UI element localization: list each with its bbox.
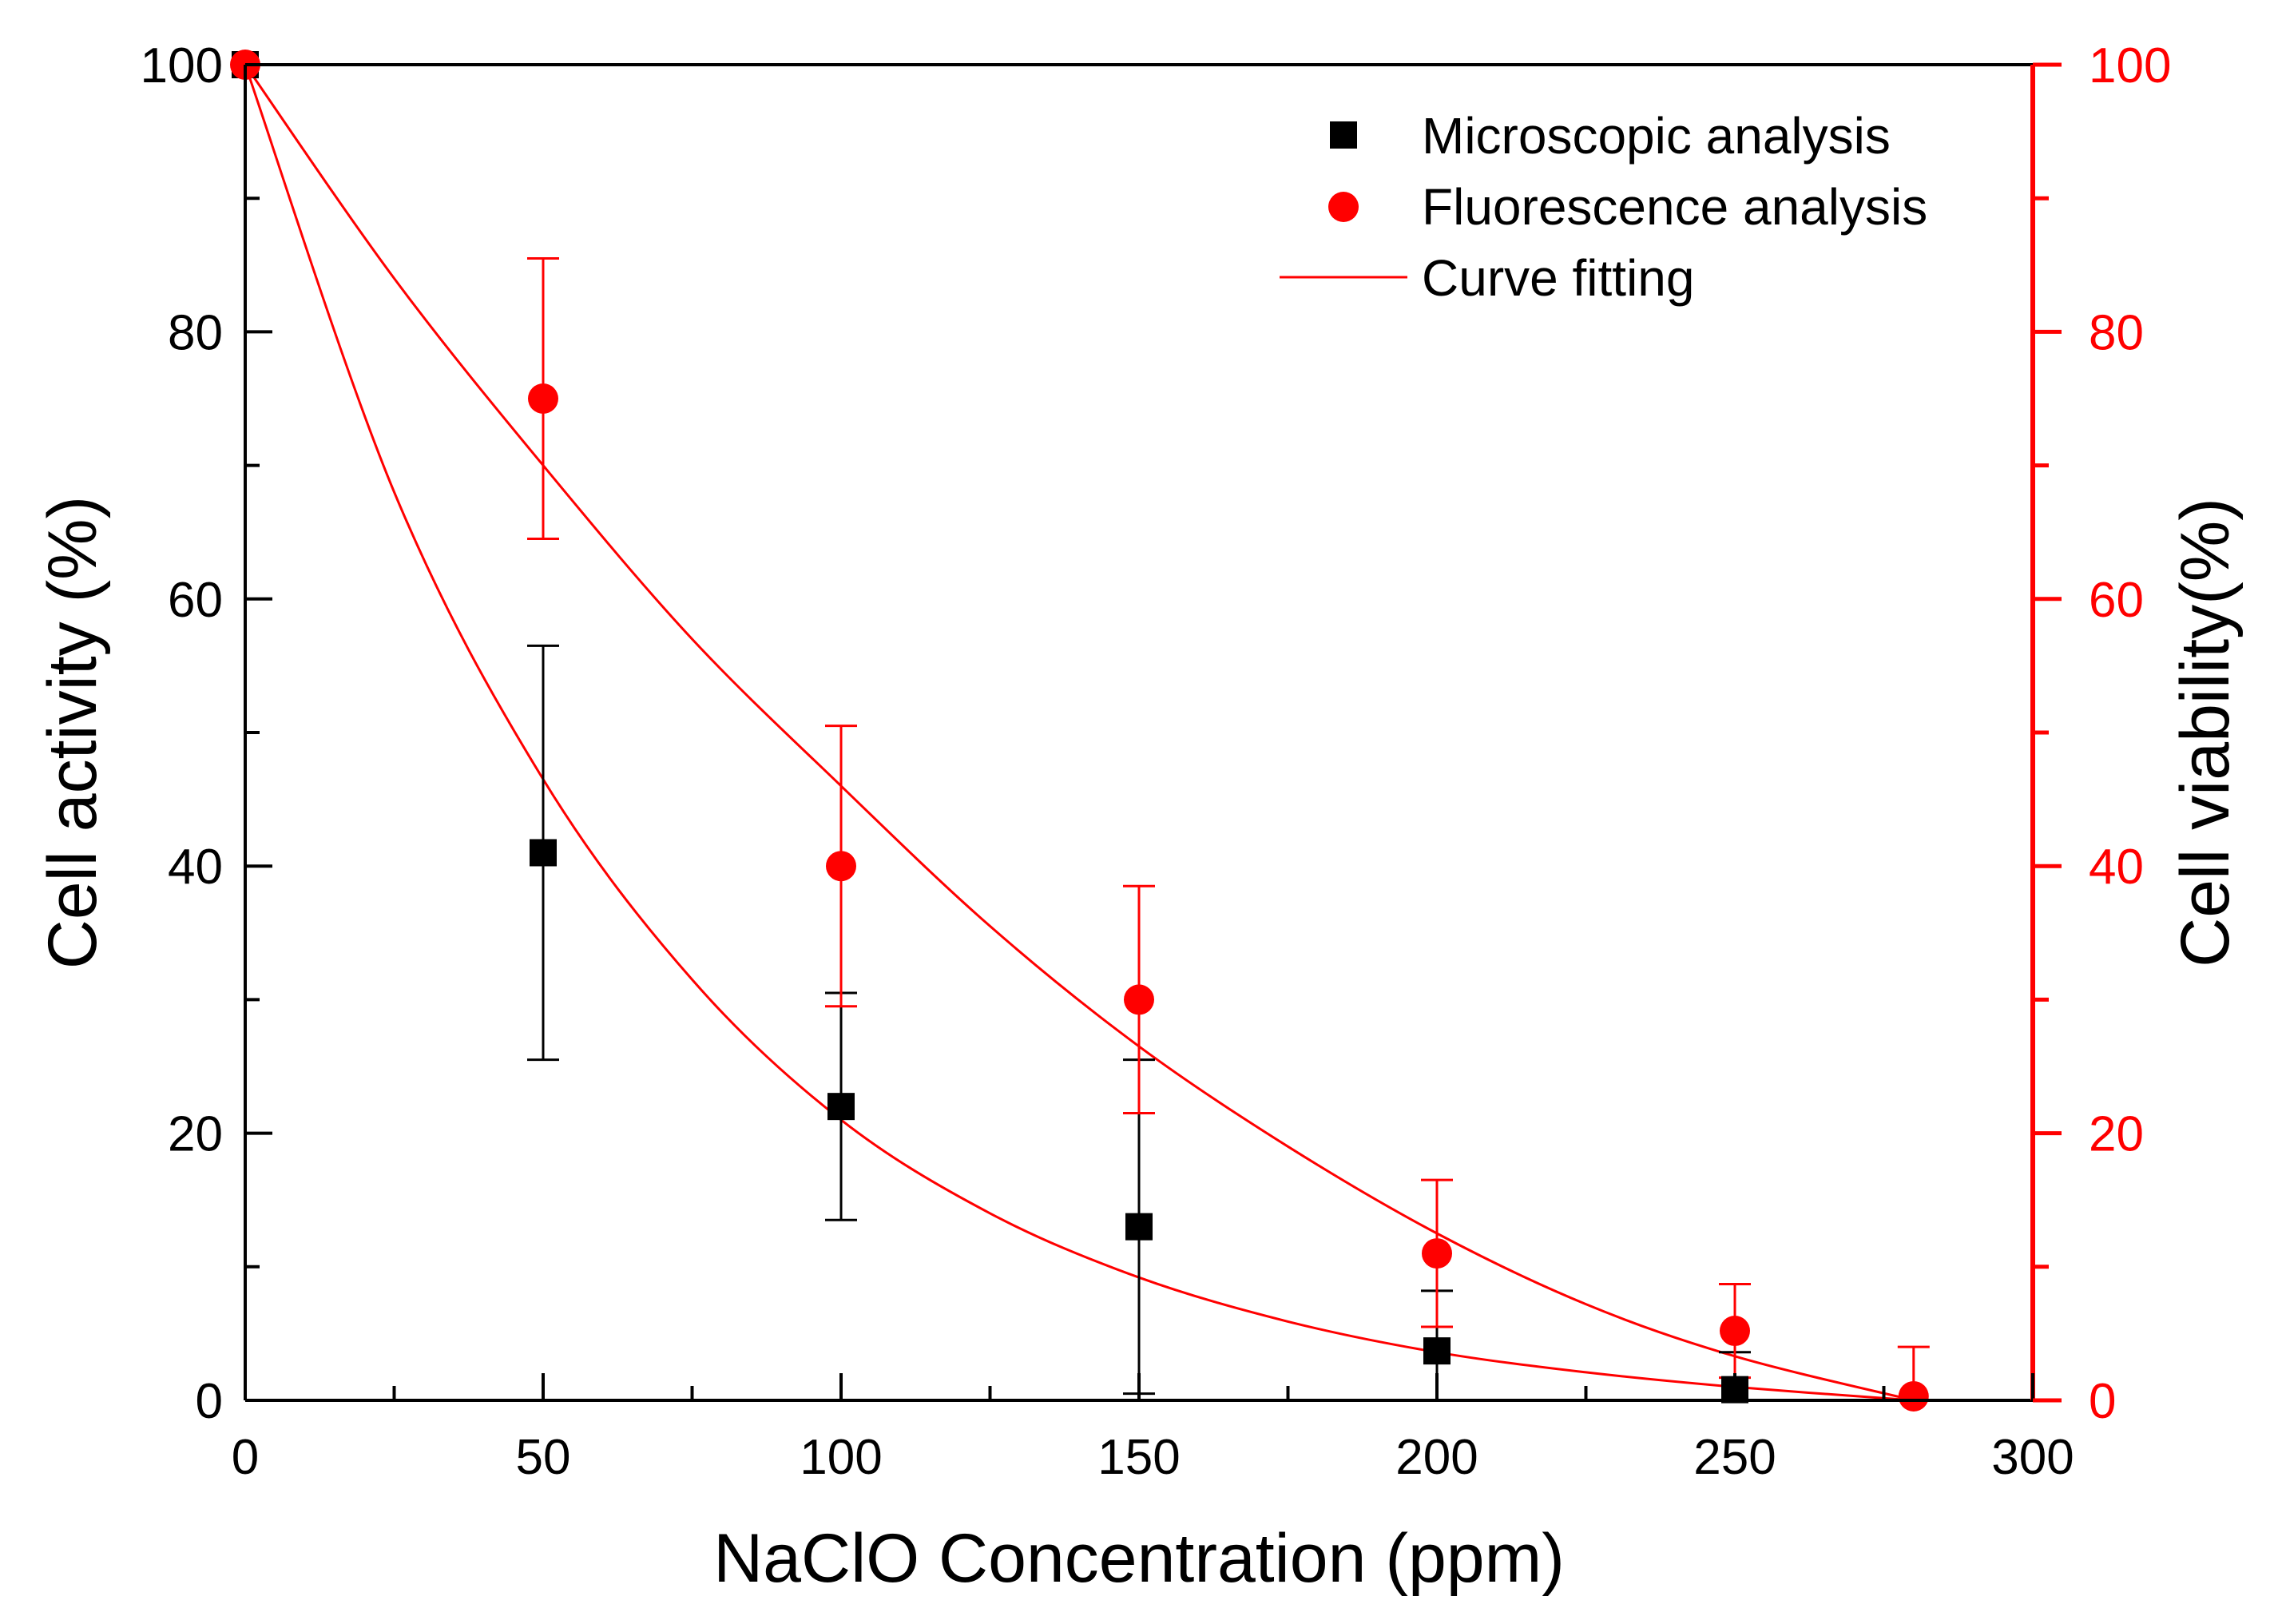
legend: Microscopic analysis Fluorescence analys… bbox=[1280, 107, 1927, 307]
x-tick-label: 150 bbox=[1097, 1430, 1180, 1485]
legend-circle-marker bbox=[1328, 192, 1359, 222]
fit-curve bbox=[244, 64, 1914, 1402]
microscopic-point bbox=[530, 839, 557, 867]
y-left-tick-label: 20 bbox=[168, 1107, 223, 1162]
fluorescence-point bbox=[1422, 1238, 1452, 1269]
x-tick-label: 300 bbox=[1991, 1430, 2074, 1485]
y-left-axis-title: Cell activity (%) bbox=[34, 496, 111, 970]
x-tick-label: 0 bbox=[232, 1430, 259, 1485]
fluorescence-point bbox=[528, 383, 558, 414]
legend-label-microscopic: Microscopic analysis bbox=[1422, 107, 1891, 165]
fluorescence-point bbox=[1898, 1380, 1929, 1412]
legend-square-marker bbox=[1330, 121, 1357, 149]
y-left-tick-label: 100 bbox=[141, 38, 223, 93]
x-axis-title: NaClO Concentration (ppm) bbox=[713, 1520, 1565, 1597]
legend-label-curve-fitting: Curve fitting bbox=[1422, 249, 1694, 307]
y-right-tick-label: 60 bbox=[2089, 573, 2144, 628]
x-tick-label: 100 bbox=[800, 1430, 882, 1485]
x-tick-label: 50 bbox=[516, 1430, 571, 1485]
y-left-tick-label: 0 bbox=[196, 1374, 223, 1429]
legend-label-fluorescence: Fluorescence analysis bbox=[1422, 178, 1927, 236]
microscopic-point bbox=[827, 1093, 855, 1121]
fluorescence-point bbox=[826, 851, 856, 882]
y-right-tick-label: 100 bbox=[2089, 38, 2171, 93]
x-tick-label: 200 bbox=[1395, 1430, 1478, 1485]
y-right-tick-label: 0 bbox=[2089, 1374, 2116, 1429]
y-left-tick-label: 80 bbox=[168, 305, 223, 360]
fluorescence-point bbox=[1124, 984, 1154, 1015]
y-left-tick-label: 40 bbox=[168, 840, 223, 895]
y-right-tick-label: 20 bbox=[2089, 1107, 2144, 1162]
fluorescence-point bbox=[1720, 1316, 1750, 1347]
y-right-tick-label: 80 bbox=[2089, 305, 2144, 360]
x-tick-label: 250 bbox=[1693, 1430, 1776, 1485]
y-left-tick-label: 60 bbox=[168, 573, 223, 628]
y-right-tick-label: 40 bbox=[2089, 840, 2144, 895]
data-points bbox=[230, 50, 1929, 1412]
fit-curve bbox=[244, 64, 1915, 1402]
axes-ticks: 0 50 100 150 200 250 300 0 20 40 60 80 100 0 20 40 60 80 1… bbox=[141, 38, 2172, 1485]
microscopic-point bbox=[1423, 1337, 1451, 1365]
microscopic-point bbox=[1125, 1213, 1153, 1241]
y-right-axis-title: Cell viability(%) bbox=[2167, 498, 2244, 967]
fit-curves bbox=[244, 64, 1915, 1402]
